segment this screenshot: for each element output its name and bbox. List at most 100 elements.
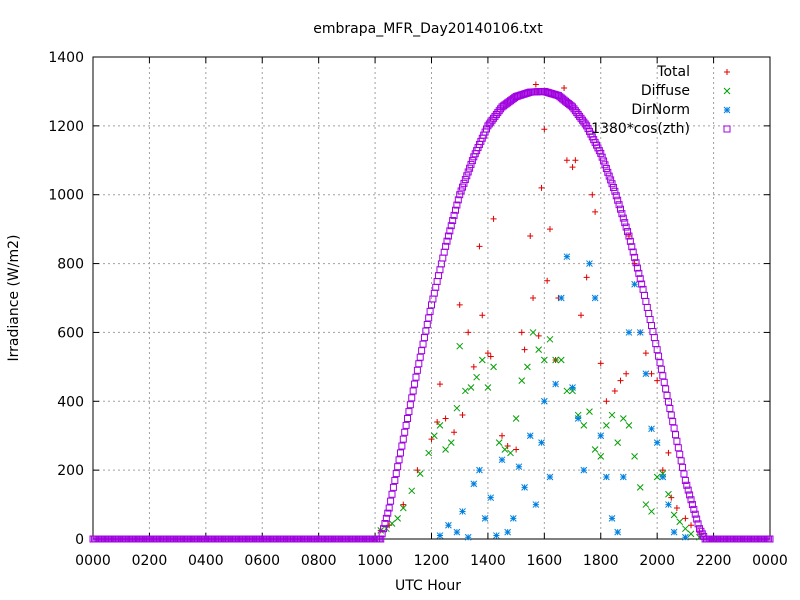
data-point: [682, 525, 689, 533]
data-point: [607, 176, 615, 184]
data-point: [476, 243, 483, 250]
data-point: [426, 307, 434, 315]
data-point: [580, 466, 588, 474]
data-point: [616, 205, 624, 213]
data-point: [614, 196, 622, 204]
data-point: [461, 387, 469, 395]
data-point: [515, 463, 523, 471]
y-tick-label: 1400: [48, 50, 84, 66]
data-point: [436, 532, 444, 539]
data-point: [603, 422, 610, 429]
data-point: [512, 415, 520, 422]
data-point: [619, 473, 627, 481]
data-point: [444, 232, 452, 240]
x-tick-label: 0000: [75, 553, 111, 569]
data-point: [665, 449, 672, 456]
x-axis: 0000 0200 0400 0600 0800 1000 1200 1400 1600 1800…: [75, 57, 788, 569]
data-point: [529, 329, 537, 336]
data-point: [608, 411, 616, 419]
data-point: [513, 446, 520, 453]
data-point: [408, 487, 416, 495]
data-point: [612, 192, 620, 200]
data-point: [572, 157, 579, 164]
data-point: [687, 530, 695, 538]
data-point: [645, 309, 653, 317]
data-point: [419, 340, 427, 348]
data-point: [504, 528, 512, 536]
data-point: [378, 530, 386, 538]
data-point: [541, 126, 548, 133]
data-point: [473, 373, 480, 381]
data-point: [597, 432, 605, 440]
data-point: [619, 214, 627, 222]
data-point: [470, 480, 478, 488]
data-point: [688, 501, 696, 509]
data-point: [521, 484, 528, 491]
data-point: [391, 476, 399, 484]
data-point: [682, 533, 689, 541]
data-point: [402, 421, 410, 429]
data-point: [665, 490, 672, 498]
data-point: [691, 510, 699, 518]
data-point: [670, 424, 678, 432]
data-point: [592, 208, 599, 215]
data-point: [668, 494, 675, 501]
data-point: [631, 280, 638, 288]
data-point: [583, 274, 590, 281]
data-point: [643, 303, 651, 311]
data-point: [490, 215, 497, 222]
data-point: [646, 316, 654, 324]
x-tick-label: 1800: [583, 553, 619, 569]
data-point: [467, 384, 475, 391]
data-point: [416, 353, 424, 361]
data-point: [493, 532, 500, 539]
data-point: [687, 496, 695, 504]
data-point: [569, 164, 576, 171]
data-point: [664, 398, 672, 406]
data-point: [464, 168, 472, 176]
data-point: [631, 453, 638, 460]
data-point: [611, 387, 618, 394]
data-point: [432, 283, 440, 291]
y-tick-label: 1200: [48, 119, 84, 135]
data-point: [640, 291, 648, 299]
data-point: [693, 515, 701, 523]
data-point: [636, 329, 644, 336]
data-point: [623, 370, 630, 377]
data-point: [563, 157, 570, 164]
data-point: [470, 363, 477, 370]
y-tick-label: 1000: [48, 188, 84, 204]
data-point: [662, 385, 670, 393]
data-point: [546, 473, 554, 481]
data-point: [690, 505, 698, 513]
data-point: [648, 425, 655, 433]
data-point: [459, 412, 466, 419]
data-point: [586, 408, 593, 415]
data-point: [601, 161, 609, 169]
data-point: [416, 470, 424, 477]
data-point: [683, 481, 691, 489]
data-point: [629, 248, 637, 256]
data-point: [400, 501, 407, 508]
data-point: [538, 439, 545, 446]
data-point: [388, 490, 396, 498]
data-point: [518, 377, 526, 384]
data-point: [422, 327, 430, 335]
data-point: [638, 280, 646, 288]
data-point: [670, 511, 678, 519]
data-point: [532, 81, 539, 88]
data-point: [414, 467, 421, 474]
data-point: [636, 275, 644, 283]
x-tick-label: 2000: [639, 553, 675, 569]
data-point: [650, 334, 658, 342]
data-point: [669, 418, 677, 426]
grid: [93, 57, 770, 539]
data-point: [394, 514, 402, 522]
data-point: [394, 463, 402, 471]
data-point: [395, 456, 403, 464]
data-point: [423, 321, 431, 329]
data-point: [631, 253, 639, 261]
data-point: [635, 269, 643, 277]
data-point: [540, 356, 548, 364]
